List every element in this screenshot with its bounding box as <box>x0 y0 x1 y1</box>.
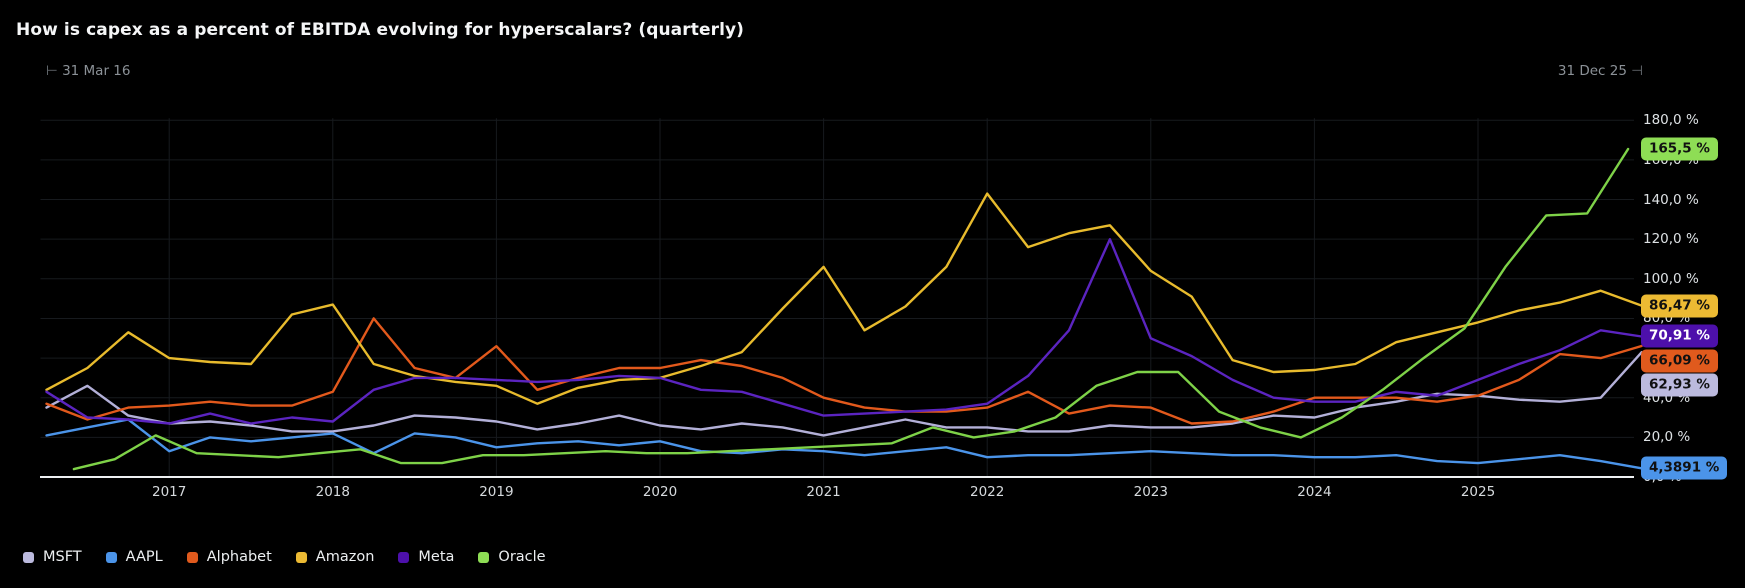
last-value-badge-aapl: 4,3891 % <box>1641 456 1728 480</box>
y-axis-tick-label: 180,0 % <box>1643 112 1699 129</box>
legend-item-aapl[interactable]: AAPL <box>105 549 163 565</box>
legend-swatch-icon <box>295 551 307 563</box>
legend: MSFT AAPL Alphabet Amazon Meta Oracle <box>23 549 546 565</box>
legend-item-meta[interactable]: Meta <box>398 549 454 565</box>
legend-item-alphabet[interactable]: Alphabet <box>186 549 272 565</box>
series-line-alphabet[interactable] <box>45 317 1643 425</box>
legend-label: Oracle <box>498 549 546 565</box>
x-axis-year-label: 2022 <box>970 484 1005 500</box>
last-value-badge-amazon: 86,47 % <box>1641 294 1718 318</box>
x-axis-year-label: 2025 <box>1460 484 1496 500</box>
time-range-row: ⊢ 31 Mar 16 31 Dec 25 ⊣ <box>0 63 1745 81</box>
legend-label: AAPL <box>125 549 163 565</box>
range-start: ⊢ 31 Mar 16 <box>46 63 130 79</box>
legend-swatch-icon <box>398 551 410 563</box>
series-line-meta[interactable] <box>45 237 1643 425</box>
x-axis-year-label: 2020 <box>642 484 678 500</box>
x-axis-year-label: 2021 <box>806 484 841 500</box>
series-line-oracle[interactable] <box>72 147 1630 471</box>
range-start-marker-icon: ⊢ <box>46 63 58 79</box>
last-value-badge-alphabet: 66,09 % <box>1641 349 1718 373</box>
range-end-label: 31 Dec 25 <box>1557 63 1627 79</box>
legend-item-oracle[interactable]: Oracle <box>478 549 546 565</box>
y-axis-tick-label: 120,0 % <box>1643 231 1699 248</box>
last-value-badge-oracle: 165,5 % <box>1641 137 1718 161</box>
y-axis-tick-label: 140,0 % <box>1643 191 1699 208</box>
x-axis-year-label: 2023 <box>1133 484 1168 500</box>
legend-label: Alphabet <box>206 549 272 565</box>
last-value-badge-msft: 62,93 % <box>1641 373 1718 397</box>
range-end-marker-icon: ⊣ <box>1631 63 1643 79</box>
y-axis-tick-label: 20,0 % <box>1643 429 1691 446</box>
x-axis-year-label: 2024 <box>1297 484 1332 500</box>
legend-label: Amazon <box>315 549 375 565</box>
range-end: 31 Dec 25 ⊣ <box>1558 63 1643 79</box>
legend-swatch-icon <box>105 551 117 563</box>
legend-item-msft[interactable]: MSFT <box>23 549 82 565</box>
x-axis-year-label: 2018 <box>315 484 350 500</box>
x-axis-year-label: 2017 <box>152 484 187 500</box>
series-line-msft[interactable] <box>45 351 1643 437</box>
y-axis-tick-label: 100,0 % <box>1643 270 1699 287</box>
legend-label: Meta <box>418 549 455 565</box>
series-line-aapl[interactable] <box>45 418 1643 470</box>
page-title: How is capex as a percent of EBITDA evol… <box>16 20 745 40</box>
range-start-label: 31 Mar 16 <box>62 63 131 79</box>
legend-swatch-icon <box>478 551 490 563</box>
series-line-amazon[interactable] <box>45 192 1643 405</box>
legend-label: MSFT <box>43 549 82 565</box>
last-value-badge-meta: 70,91 % <box>1641 324 1718 348</box>
x-axis-year-label: 2019 <box>479 484 514 500</box>
legend-item-amazon[interactable]: Amazon <box>295 549 375 565</box>
legend-swatch-icon <box>186 551 198 563</box>
legend-swatch-icon <box>23 551 34 563</box>
